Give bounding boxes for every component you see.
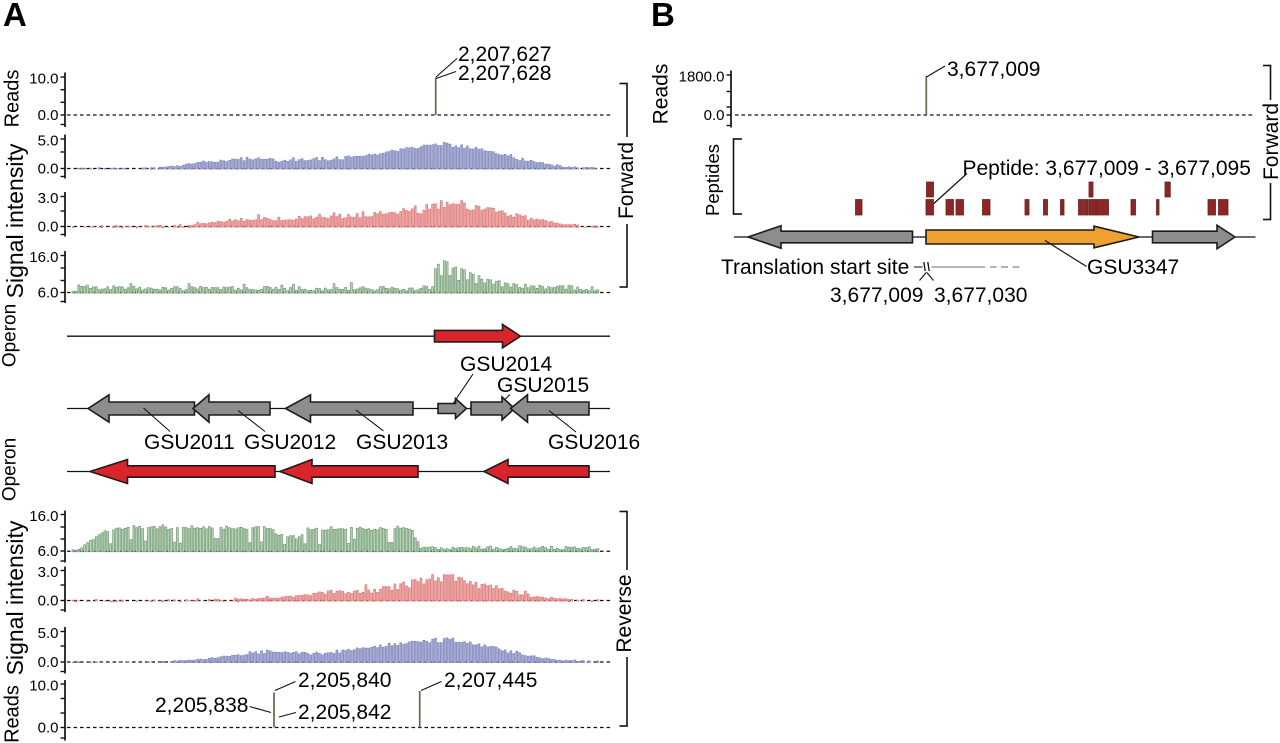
svg-text:0.0: 0.0	[704, 107, 725, 124]
svg-text:0.0: 0.0	[38, 107, 59, 124]
svg-text:Signal intensity: Signal intensity	[2, 143, 28, 298]
svg-text:5.0: 5.0	[38, 625, 59, 642]
svg-text:Signal intensity: Signal intensity	[2, 520, 28, 675]
svg-text:0.0: 0.0	[38, 720, 59, 737]
svg-text:10.0: 10.0	[29, 678, 58, 695]
svg-text:0.0: 0.0	[38, 219, 59, 236]
svg-text:0.0: 0.0	[38, 161, 59, 178]
svg-text:5.0: 5.0	[38, 133, 59, 150]
svg-text:B: B	[651, 0, 675, 33]
svg-text:3.0: 3.0	[38, 190, 59, 207]
svg-text:Translation start site: Translation start site	[721, 256, 909, 279]
svg-text:Reverse: Reverse	[613, 574, 636, 652]
svg-text:16.0: 16.0	[29, 508, 58, 525]
svg-text:Peptide: 3,677,009 - 3,677,095: Peptide: 3,677,009 - 3,677,095	[963, 157, 1251, 180]
svg-text:GSU2014: GSU2014	[460, 353, 553, 376]
svg-text:3,677,030: 3,677,030	[934, 284, 1027, 307]
svg-text:GSU2015: GSU2015	[497, 374, 589, 397]
svg-text:6.0: 6.0	[38, 543, 59, 560]
svg-text:A: A	[3, 0, 27, 33]
svg-text:GSU3347: GSU3347	[1087, 256, 1179, 279]
svg-text:2,205,838: 2,205,838	[155, 694, 248, 717]
svg-text:3,677,009: 3,677,009	[947, 58, 1040, 81]
svg-text:2,205,840: 2,205,840	[298, 669, 391, 692]
svg-text:1800.0: 1800.0	[679, 69, 725, 86]
svg-text:Reads: Reads	[2, 70, 24, 128]
svg-text:Operon: Operon	[0, 438, 21, 501]
svg-text:GSU2013: GSU2013	[356, 431, 448, 454]
svg-text:0.0: 0.0	[38, 654, 59, 671]
svg-text:Forward: Forward	[615, 142, 638, 219]
svg-text:2,205,842: 2,205,842	[298, 701, 391, 724]
svg-text:2,207,445: 2,207,445	[444, 669, 537, 692]
svg-text:0.0: 0.0	[38, 593, 59, 610]
svg-text:Forward: Forward	[1260, 103, 1280, 180]
svg-text:10.0: 10.0	[29, 71, 58, 88]
svg-text:Peptides: Peptides	[702, 144, 723, 216]
svg-text:GSU2016: GSU2016	[548, 431, 640, 454]
svg-text:GSU2012: GSU2012	[244, 431, 336, 454]
svg-text:3,677,009: 3,677,009	[830, 284, 923, 307]
svg-text:16.0: 16.0	[29, 249, 58, 266]
svg-text:2,207,627: 2,207,627	[458, 43, 551, 66]
svg-text:Reads: Reads	[2, 685, 24, 743]
svg-text:Operon: Operon	[0, 304, 21, 367]
svg-text:Reads: Reads	[650, 64, 673, 125]
svg-text:6.0: 6.0	[38, 285, 59, 302]
svg-text:2,207,628: 2,207,628	[458, 62, 551, 85]
svg-text:3.0: 3.0	[38, 564, 59, 581]
svg-text:GSU2011: GSU2011	[144, 431, 235, 454]
